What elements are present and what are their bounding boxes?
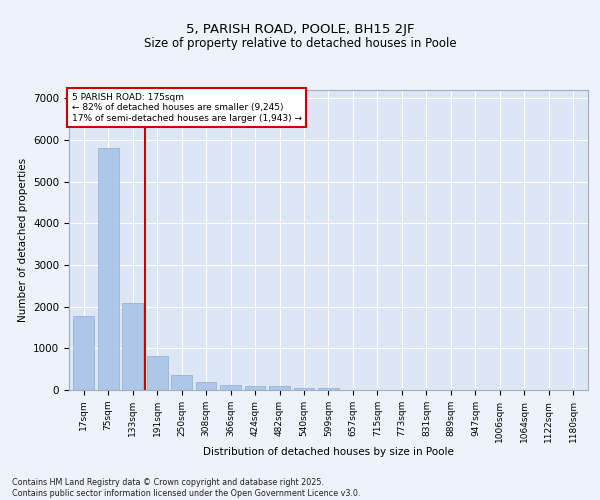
- Bar: [245, 386, 265, 390]
- Y-axis label: Number of detached properties: Number of detached properties: [17, 158, 28, 322]
- Bar: [196, 382, 217, 390]
- Bar: [318, 388, 339, 390]
- Text: 5 PARISH ROAD: 175sqm
← 82% of detached houses are smaller (9,245)
17% of semi-d: 5 PARISH ROAD: 175sqm ← 82% of detached …: [71, 93, 302, 123]
- Bar: [147, 356, 167, 390]
- Bar: [171, 374, 192, 390]
- Text: Size of property relative to detached houses in Poole: Size of property relative to detached ho…: [143, 38, 457, 51]
- X-axis label: Distribution of detached houses by size in Poole: Distribution of detached houses by size …: [203, 448, 454, 458]
- Bar: [73, 316, 94, 390]
- Text: Contains HM Land Registry data © Crown copyright and database right 2025.
Contai: Contains HM Land Registry data © Crown c…: [12, 478, 361, 498]
- Bar: [269, 386, 290, 390]
- Bar: [220, 385, 241, 390]
- Bar: [293, 388, 314, 390]
- Bar: [98, 148, 119, 390]
- Text: 5, PARISH ROAD, POOLE, BH15 2JF: 5, PARISH ROAD, POOLE, BH15 2JF: [186, 22, 414, 36]
- Bar: [122, 303, 143, 390]
